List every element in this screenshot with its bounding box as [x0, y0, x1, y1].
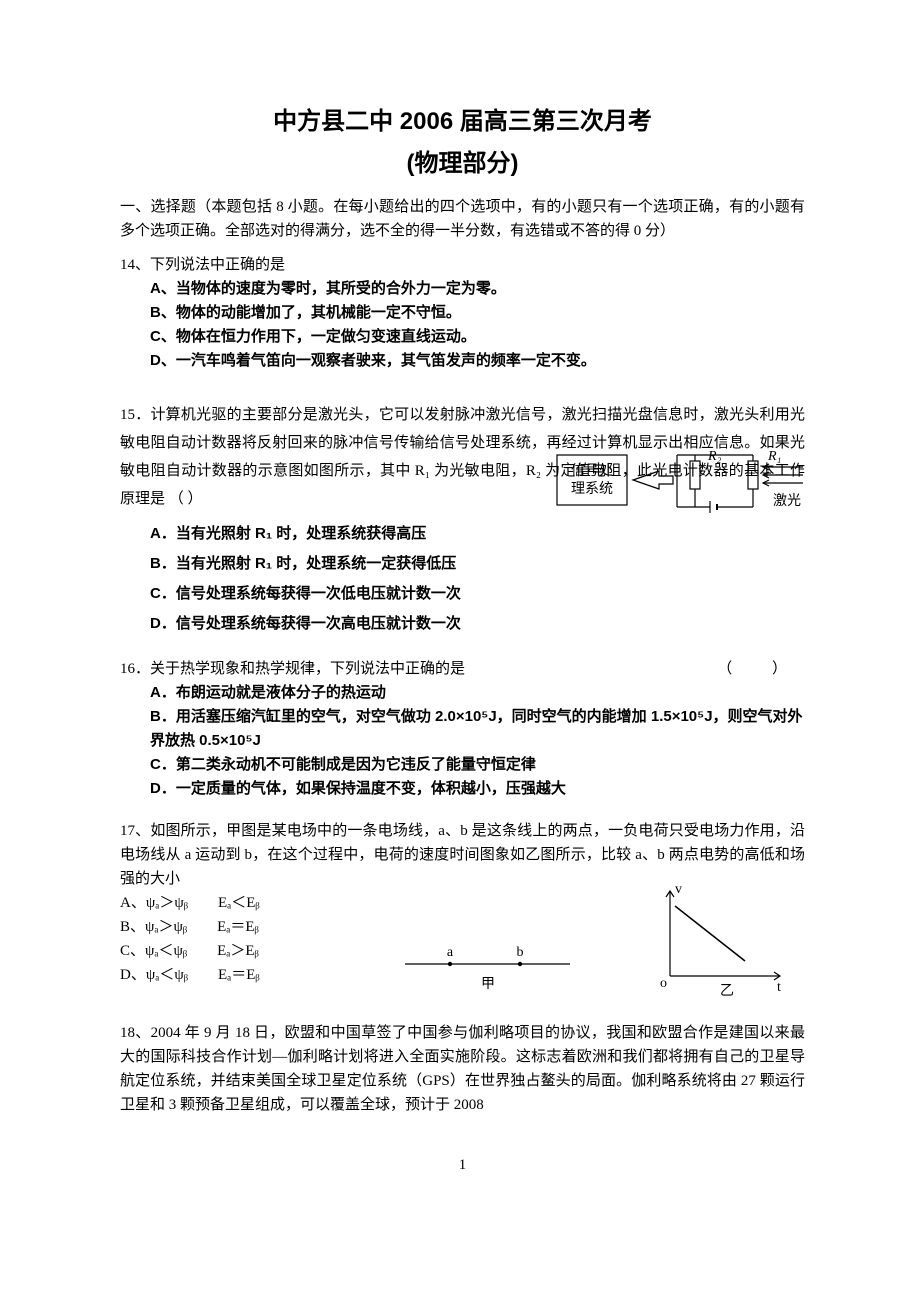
exam-page: 中方县二中 2006 届高三第三次月考 (物理部分) 一、选择题（本题包括 8 … [0, 0, 920, 1234]
q15-laser-label: 激光 [773, 492, 801, 509]
q15-option-c: C．信号处理系统每获得一次低电压就计数一次 [120, 579, 805, 609]
q17-figures-row: A、ψₐ＞ψᵦ Eₐ＜Eᵦ B、ψₐ＞ψᵦ Eₐ＝Eᵦ C、ψₐ＜ψᵦ Eₐ＞E… [120, 891, 805, 1011]
q15-box-label-1: 信号处 [571, 463, 613, 479]
q17-figure-jia: a b 甲 [400, 936, 580, 996]
q14-option-a: A、当物体的速度为零时，其所受的合外力一定为零。 [120, 277, 805, 301]
q17-yi-caption: 乙 [720, 983, 734, 999]
question-16: 16．关于热学现象和热学规律，下列说法中正确的是 （ ） A．布朗运动就是液体分… [120, 657, 805, 801]
q16-option-d: D．一定质量的气体，如果保持温度不变，体积越小，压强越大 [120, 777, 805, 801]
q16-option-c: C．第二类永动机不可能制成是因为它违反了能量守恒定律 [120, 753, 805, 777]
q17-yi-o-label: o [660, 976, 667, 991]
q15-r1-label: R₁ [767, 449, 781, 464]
q14-option-c: C、物体在恒力作用下，一定做匀变速直线运动。 [120, 325, 805, 349]
q15-r2-label: R₂ [707, 449, 722, 464]
q17-yi-t-label: t [777, 980, 781, 995]
q14-option-d: D、一汽车鸣着气笛向一观察者驶来，其气笛发声的频率一定不变。 [120, 349, 805, 373]
q15-box-label-2: 理系统 [571, 481, 613, 497]
q17-jia-b-label: b [517, 945, 524, 960]
q16-option-a: A．布朗运动就是液体分子的热运动 [120, 681, 805, 705]
q16-option-b: B．用活塞压缩汽缸里的空气，对空气做功 2.0×10⁵J，同时空气的内能增加 1… [120, 705, 805, 753]
q17-jia-caption: 甲 [481, 977, 495, 992]
question-14: 14、下列说法中正确的是 A、当物体的速度为零时，其所受的合外力一定为零。 B、… [120, 253, 805, 373]
q15-option-b: B．当有光照射 R₁ 时，处理系统一定获得低压 [120, 549, 805, 579]
q14-stem: 14、下列说法中正确的是 [120, 253, 805, 277]
q16-paren: （ ） [717, 657, 805, 681]
q17-yi-v-label: v [675, 882, 682, 897]
title-line-2: (物理部分) [120, 147, 805, 181]
q14-option-b: B、物体的动能增加了，其机械能一定不守恒。 [120, 301, 805, 325]
title-line-1: 中方县二中 2006 届高三第三次月考 [120, 105, 805, 139]
q17-jia-a-label: a [447, 945, 454, 960]
q15-option-d: D．信号处理系统每获得一次高电压就计数一次 [120, 609, 805, 639]
q15-circuit-figure: 信号处 理系统 R₂ R₁ [555, 449, 805, 527]
q16-stem-row: 16．关于热学现象和热学规律，下列说法中正确的是 （ ） [120, 657, 805, 681]
q18-stem: 18、2004 年 9 月 18 日，欧盟和中国草签了中国参与伽利略项目的协议，… [120, 1021, 805, 1117]
page-number: 1 [120, 1157, 805, 1174]
q16-stem: 16．关于热学现象和热学规律，下列说法中正确的是 [120, 661, 465, 677]
question-17: 17、如图所示，甲图是某电场中的一条电场线，a、b 是这条线上的两点，一负电荷只… [120, 819, 805, 1011]
q17-figure-yi: v o t 乙 [645, 881, 795, 1001]
section-instructions: 一、选择题（本题包括 8 小题。在每小题给出的四个选项中，有的小题只有一个选项正… [120, 195, 805, 243]
question-15: 15．计算机光驱的主要部分是激光头，它可以发射脉冲激光信号，激光扫描光盘信息时，… [120, 401, 805, 639]
question-18: 18、2004 年 9 月 18 日，欧盟和中国草签了中国参与伽利略项目的协议，… [120, 1021, 805, 1117]
